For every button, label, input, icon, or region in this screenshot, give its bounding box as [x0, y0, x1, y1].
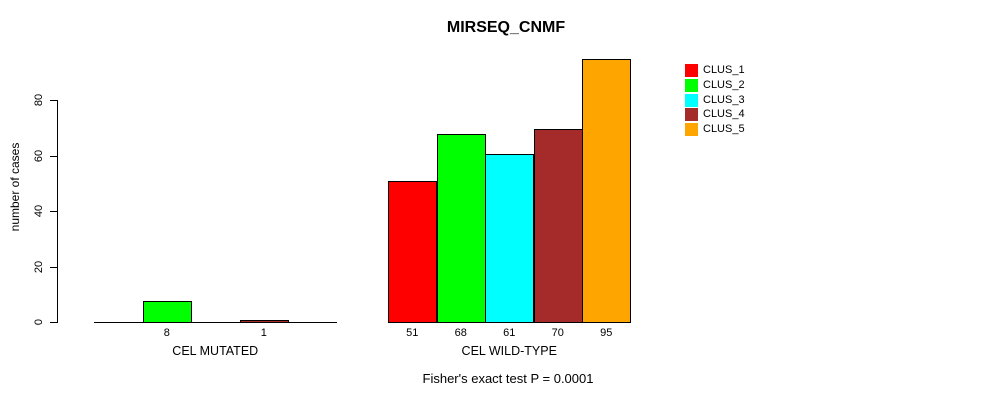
- y-tick-label: 80: [33, 93, 45, 107]
- y-tick-mark: [50, 100, 57, 101]
- legend-label-clus_4: CLUS_4: [703, 108, 745, 120]
- bar-cel-wild-type-clus_2: [437, 134, 486, 323]
- legend-swatch-clus_1: [685, 64, 698, 77]
- bar-value-label: 68: [454, 327, 467, 339]
- legend-swatch-clus_2: [685, 79, 698, 92]
- legend-label-clus_2: CLUS_2: [703, 79, 745, 91]
- legend-swatch-clus_3: [685, 94, 698, 107]
- bar-cel-mutated-clus_2: [143, 301, 192, 323]
- bar-value-label: 70: [551, 327, 564, 339]
- x-axis-line-cel-mutated: [94, 322, 337, 323]
- bar-cel-wild-type-clus_4: [534, 129, 583, 323]
- bar-cel-wild-type-clus_5: [582, 59, 631, 323]
- bar-value-label: 1: [260, 327, 267, 339]
- y-tick-label: 40: [33, 204, 45, 218]
- y-tick-label: 0: [33, 318, 45, 326]
- bar-cel-mutated-clus_4: [240, 320, 289, 323]
- y-tick-label: 20: [33, 260, 45, 273]
- y-axis-line: [57, 100, 58, 323]
- y-tick-mark: [50, 155, 57, 157]
- legend-swatch-clus_4: [685, 108, 698, 121]
- legend-label-clus_3: CLUS_3: [703, 94, 745, 106]
- group-label-cel-wild-type: CEL WILD-TYPE: [461, 344, 557, 358]
- legend-label-clus_5: CLUS_5: [703, 123, 745, 135]
- y-axis-label: number of cases: [8, 142, 22, 232]
- y-tick-mark: [50, 322, 57, 323]
- bar-value-label: 95: [600, 327, 613, 339]
- legend-swatch-clus_5: [685, 123, 698, 136]
- chart-title: MIRSEQ_CNMF: [446, 19, 566, 36]
- y-tick-label: 60: [33, 149, 45, 162]
- bar-value-label: 61: [503, 327, 516, 339]
- bar-value-label: 8: [163, 327, 170, 339]
- y-tick-mark: [50, 211, 57, 212]
- group-label-cel-mutated: CEL MUTATED: [172, 344, 259, 358]
- bar-cel-wild-type-clus_1: [388, 181, 437, 323]
- y-tick-mark: [50, 266, 57, 268]
- bar-value-label: 51: [406, 327, 419, 339]
- legend-label-clus_1: CLUS_1: [703, 64, 745, 76]
- bar-cel-wild-type-clus_3: [485, 154, 534, 323]
- fisher-test-caption: Fisher's exact test P = 0.0001: [422, 371, 594, 386]
